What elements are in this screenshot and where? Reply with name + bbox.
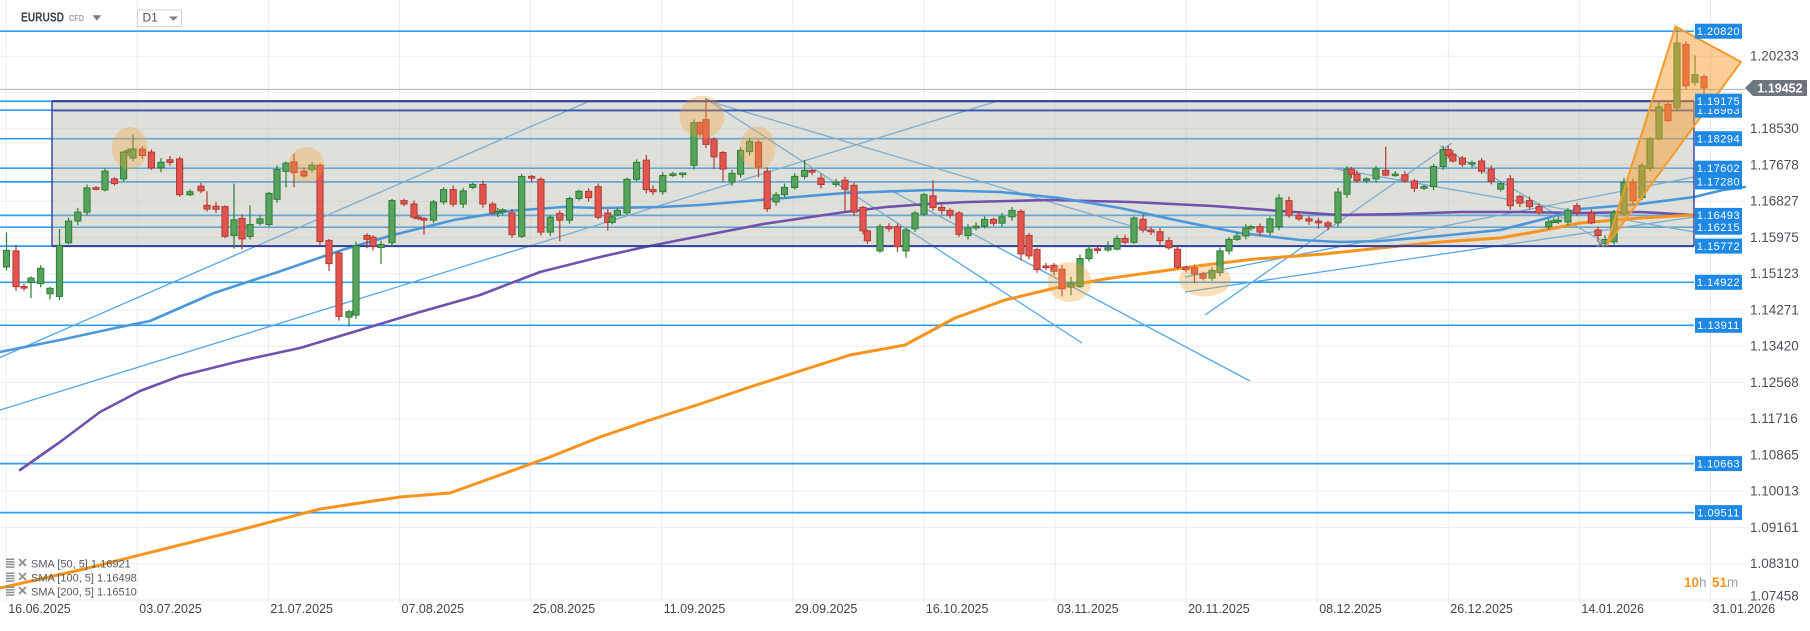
svg-text:1.12568: 1.12568 — [1750, 375, 1799, 390]
svg-text:1.17280: 1.17280 — [1697, 177, 1740, 189]
svg-text:26.12.2025: 26.12.2025 — [1450, 602, 1513, 616]
svg-text:1.20820: 1.20820 — [1697, 26, 1740, 38]
svg-text:11.09.2025: 11.09.2025 — [664, 602, 726, 616]
svg-text:1.19452: 1.19452 — [1757, 82, 1802, 96]
svg-text:1.17602: 1.17602 — [1697, 163, 1740, 175]
svg-text:08.12.2025: 08.12.2025 — [1319, 602, 1382, 616]
svg-text:h: h — [1699, 575, 1707, 590]
svg-text:m: m — [1727, 575, 1738, 590]
svg-text:1.13911: 1.13911 — [1697, 320, 1739, 332]
svg-text:03.07.2025: 03.07.2025 — [139, 602, 202, 616]
svg-text:1.16827: 1.16827 — [1750, 194, 1799, 209]
svg-text:1.09511: 1.09511 — [1697, 507, 1739, 519]
svg-text:1.15123: 1.15123 — [1750, 266, 1799, 281]
svg-text:1.15772: 1.15772 — [1697, 241, 1740, 253]
svg-text:1.11716: 1.11716 — [1750, 411, 1798, 426]
svg-text:07.08.2025: 07.08.2025 — [402, 602, 465, 616]
svg-text:51: 51 — [1712, 575, 1728, 590]
svg-text:14.01.2026: 14.01.2026 — [1581, 602, 1644, 616]
svg-text:10: 10 — [1684, 575, 1699, 590]
svg-text:03.11.2025: 03.11.2025 — [1057, 602, 1119, 616]
svg-text:SMA [200, 5] 1.16510: SMA [200, 5] 1.16510 — [31, 587, 137, 599]
svg-text:1.18294: 1.18294 — [1697, 134, 1740, 146]
svg-text:31.01.2026: 31.01.2026 — [1713, 602, 1776, 616]
svg-text:1.19175: 1.19175 — [1697, 96, 1740, 108]
svg-text:1.10663: 1.10663 — [1697, 458, 1740, 470]
svg-text:SMA [50, 5] 1.16921: SMA [50, 5] 1.16921 — [31, 559, 131, 571]
svg-text:EURUSD: EURUSD — [21, 10, 64, 25]
svg-text:D1: D1 — [143, 11, 159, 25]
svg-text:SMA [100, 5] 1.16498: SMA [100, 5] 1.16498 — [31, 573, 137, 585]
svg-text:1.16215: 1.16215 — [1697, 222, 1740, 234]
svg-text:16.10.2025: 16.10.2025 — [926, 602, 989, 616]
svg-text:29.09.2025: 29.09.2025 — [795, 602, 858, 616]
svg-text:1.14271: 1.14271 — [1750, 303, 1799, 318]
svg-text:1.17678: 1.17678 — [1750, 157, 1799, 172]
svg-text:CFD: CFD — [69, 14, 84, 23]
svg-text:21.07.2025: 21.07.2025 — [270, 602, 333, 616]
svg-text:1.20233: 1.20233 — [1750, 49, 1799, 64]
svg-text:1.15975: 1.15975 — [1750, 230, 1799, 245]
svg-text:1.18530: 1.18530 — [1750, 121, 1799, 136]
svg-text:25.08.2025: 25.08.2025 — [533, 602, 596, 616]
svg-text:1.14922: 1.14922 — [1697, 277, 1740, 289]
svg-text:1.09161: 1.09161 — [1750, 520, 1799, 535]
svg-text:20.11.2025: 20.11.2025 — [1188, 602, 1250, 616]
svg-text:1.08310: 1.08310 — [1750, 556, 1799, 571]
svg-text:1.10013: 1.10013 — [1750, 484, 1799, 499]
svg-text:1.16493: 1.16493 — [1697, 210, 1740, 222]
svg-text:1.07458: 1.07458 — [1750, 589, 1799, 604]
svg-text:16.06.2025: 16.06.2025 — [8, 602, 71, 616]
svg-text:1.13420: 1.13420 — [1750, 339, 1799, 354]
svg-text:1.10865: 1.10865 — [1750, 448, 1799, 463]
